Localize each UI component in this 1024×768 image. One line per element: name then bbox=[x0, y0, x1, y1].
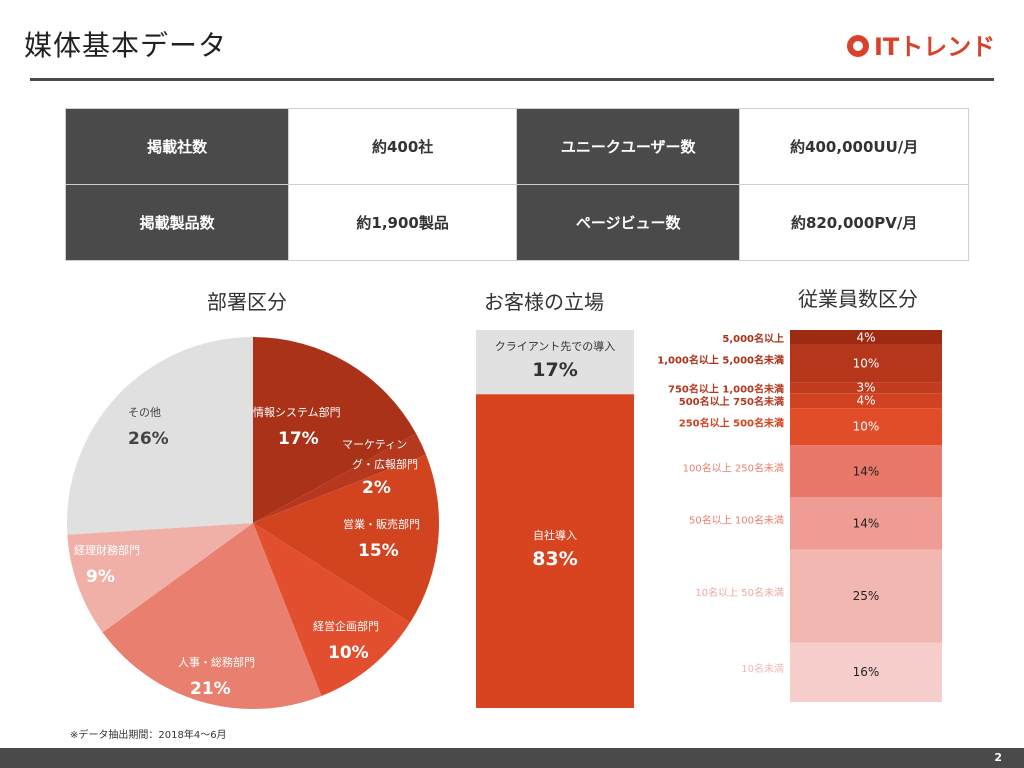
stack-segment-value: 3% bbox=[856, 381, 875, 395]
stat-value: 約400社 bbox=[288, 108, 518, 185]
employee-size-stacked-bar: 4% 5,000名以上 10% 1,000名以上 5,000名未満 3% 750名以上 1… bbox=[657, 330, 942, 702]
header-divider bbox=[30, 78, 994, 81]
pie-slice-label: 人事・総務部門 bbox=[178, 655, 255, 669]
pie-slice bbox=[253, 454, 439, 623]
stack-segment-label: 1,000名以上 5,000名未満 bbox=[657, 353, 784, 366]
stack-segment bbox=[790, 408, 942, 446]
stack-segment bbox=[790, 330, 942, 345]
pie-slice-value: 10% bbox=[328, 643, 369, 663]
pie-slice bbox=[253, 433, 426, 523]
stack-segment-label: 10名未満 bbox=[741, 662, 784, 675]
pie-slice-label: マーケティング・広報部門 bbox=[342, 438, 418, 471]
logo-text: ITトレンド bbox=[874, 33, 994, 61]
stats-row: 掲載製品数 約1,900製品 ページビュー数 約820,000PV/月 bbox=[64, 184, 969, 261]
footer-bar: 2 bbox=[0, 748, 1024, 768]
stack-segment-value: 10% bbox=[853, 420, 880, 434]
stack-segment-value: 25% bbox=[853, 589, 880, 603]
stats-row: 掲載社数 約400社 ユニークユーザー数 約400,000UU/月 bbox=[64, 108, 969, 185]
pie-slice bbox=[253, 523, 411, 696]
bar-segment-value: 83% bbox=[532, 548, 577, 570]
pie-slice bbox=[67, 523, 253, 633]
pie-slice-label: 情報システム部門 bbox=[253, 405, 341, 419]
pie-slice-value: 17% bbox=[278, 429, 319, 449]
pie-slice-value: 2% bbox=[362, 478, 391, 498]
stack-segment bbox=[790, 642, 942, 702]
pie-title: 部署区分 bbox=[207, 290, 287, 314]
stack-segment-value: 16% bbox=[853, 665, 880, 679]
pie-slice-label: 経営企画部門 bbox=[313, 619, 379, 633]
stack-segment-label: 500名以上 750名未満 bbox=[679, 395, 784, 408]
stack-segment-label: 50名以上 100名未満 bbox=[689, 513, 784, 526]
pie-slice-label: その他 bbox=[128, 406, 161, 419]
bar-title: お客様の立場 bbox=[484, 290, 604, 314]
stack-segment bbox=[790, 382, 942, 394]
stat-label: 掲載製品数 bbox=[64, 184, 290, 261]
pie-slice-label: 営業・販売部門 bbox=[343, 517, 420, 531]
pie-slice-value: 26% bbox=[128, 429, 169, 449]
pie-slice-value: 9% bbox=[86, 567, 115, 587]
stack-segment bbox=[790, 549, 942, 643]
department-pie-chart: 情報システム部門 17% マーケティング・広報部門 2% 営業・販売部門 15% 経営企画部… bbox=[67, 337, 439, 709]
stack-segment-label: 5,000名以上 bbox=[722, 332, 784, 345]
stack-segment-label: 100名以上 250名未満 bbox=[683, 461, 784, 474]
brand-logo: ITトレンド bbox=[847, 33, 994, 61]
pie-slice-label: 経理財務部門 bbox=[74, 543, 140, 557]
footnote: ※データ抽出期間：2018年4〜6月 bbox=[70, 730, 227, 741]
stack-segment-value: 4% bbox=[856, 330, 875, 344]
bar-segment bbox=[476, 330, 634, 395]
pie-slice-value: 15% bbox=[358, 541, 399, 561]
stack-segment bbox=[790, 393, 942, 409]
customer-position-bar: クライアント先での導入 17% 自社導入 83% bbox=[476, 330, 634, 708]
stack-segment-value: 14% bbox=[853, 464, 880, 478]
bar-segment-value: 17% bbox=[532, 359, 577, 381]
pie-slice bbox=[253, 337, 416, 523]
stat-label: ページビュー数 bbox=[516, 184, 741, 261]
stat-value: 約1,900製品 bbox=[288, 184, 518, 261]
pie-slice-value: 21% bbox=[190, 679, 231, 699]
stack-segment bbox=[790, 445, 942, 498]
stack-segment bbox=[790, 497, 942, 550]
bar-segment bbox=[476, 394, 634, 708]
stack-segment-value: 14% bbox=[853, 516, 880, 530]
stack-segment-value: 4% bbox=[856, 394, 875, 408]
stats-table: 掲載社数 約400社 ユニークユーザー数 約400,000UU/月 掲載製品数 … bbox=[64, 108, 969, 261]
stat-value: 約400,000UU/月 bbox=[739, 108, 969, 185]
stat-label: ユニークユーザー数 bbox=[516, 108, 741, 185]
bar-segment-label: クライアント先での導入 bbox=[495, 339, 616, 353]
stat-label: 掲載社数 bbox=[64, 108, 290, 185]
bar-segment-label: 自社導入 bbox=[533, 528, 577, 542]
pie-slice bbox=[67, 337, 253, 535]
pie-slice bbox=[102, 523, 322, 709]
page-title: 媒体基本データ bbox=[24, 29, 228, 62]
stack-segment-label: 250名以上 500名未満 bbox=[679, 417, 784, 430]
stack-segment-label: 10名以上 50名未満 bbox=[695, 586, 784, 599]
stack-title: 従業員数区分 bbox=[798, 287, 918, 311]
stack-segment bbox=[790, 344, 942, 383]
page-number: 2 bbox=[994, 751, 1002, 764]
stack-segment-label: 750名以上 1,000名未満 bbox=[668, 383, 784, 396]
stat-value: 約820,000PV/月 bbox=[739, 184, 969, 261]
stack-segment-value: 10% bbox=[853, 356, 880, 370]
